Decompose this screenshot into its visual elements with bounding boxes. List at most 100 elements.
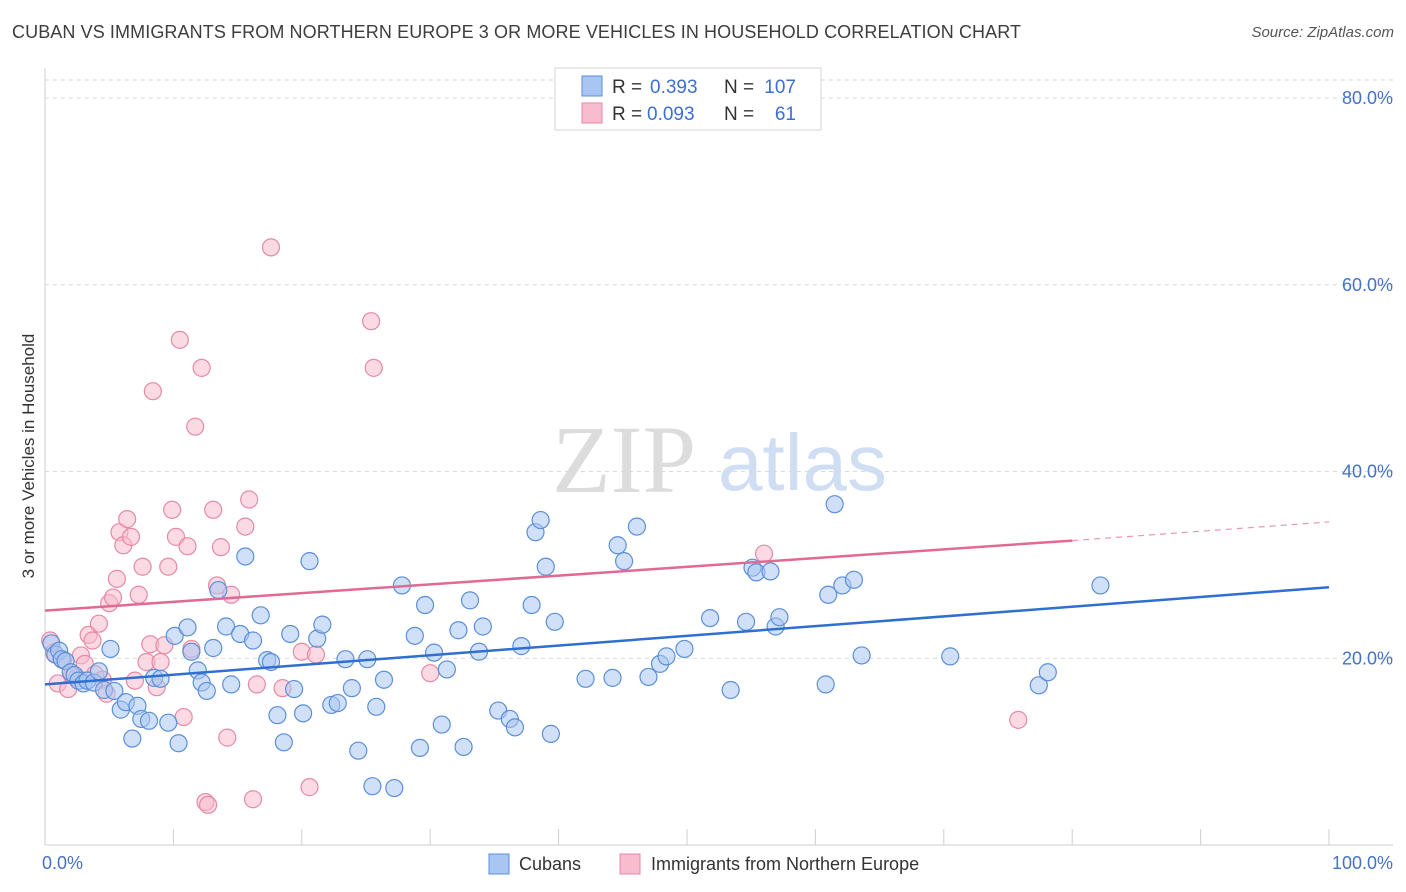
- cubans-point-104: [941, 647, 960, 666]
- cubans-point-88: [657, 647, 676, 666]
- legend-n-value-2: 61: [775, 104, 796, 125]
- cubans-point-83: [608, 536, 627, 555]
- cubans-point-22: [151, 669, 170, 688]
- cubans-point-80: [545, 612, 564, 631]
- cubans-point-13: [101, 639, 120, 659]
- cubans-point-84: [614, 552, 634, 571]
- cubans-point-24: [165, 626, 184, 645]
- cubans-point-78: [536, 557, 555, 576]
- cubans-point-90: [701, 608, 720, 628]
- y-tick-label-20: 20.0%: [1342, 648, 1393, 668]
- cubans-point-107: [1091, 576, 1110, 595]
- cubans-point-66: [449, 621, 468, 640]
- northern-europe-point-45: [218, 728, 237, 747]
- cubans-point-89: [675, 639, 694, 659]
- legend-n-label-1: N =: [724, 77, 754, 98]
- correlation-legend: R = 0.393 N = 107 R = 0.093 N = 61: [554, 67, 822, 131]
- cubans-point-58: [385, 778, 404, 798]
- legend-r-label-1: R =: [612, 77, 642, 98]
- cubans-point-52: [342, 679, 361, 698]
- northern-europe-point-22: [125, 671, 144, 690]
- cubans-point-51: [336, 650, 355, 669]
- cubans-point-77: [531, 510, 550, 530]
- northern-europe-trend-extension: [1072, 521, 1330, 542]
- northern-europe-point-12: [89, 614, 109, 633]
- northern-europe-point-44: [211, 538, 231, 557]
- northern-europe-point-60: [1009, 710, 1028, 729]
- cubans-point-14: [105, 681, 124, 701]
- y-tick-label-40: 40.0%: [1342, 462, 1393, 482]
- northern-europe-point-10: [83, 631, 102, 650]
- cubans-point-67: [454, 737, 473, 757]
- cubans-point-106: [1038, 663, 1057, 682]
- cubans-point-56: [367, 697, 386, 716]
- northern-europe-point-59: [754, 544, 774, 563]
- cubans-point-60: [405, 626, 424, 645]
- northern-europe-point-48: [240, 490, 259, 509]
- cubans-point-38: [251, 606, 270, 625]
- y-tick-label-80: 80.0%: [1342, 88, 1393, 108]
- cubans-point-48: [313, 615, 332, 634]
- bottom-legend-label-northern-europe: Immigrants from Northern Europe: [651, 854, 919, 874]
- cubans-point-30: [197, 681, 216, 701]
- chart-title: CUBAN VS IMMIGRANTS FROM NORTHERN EUROPE…: [12, 22, 1022, 42]
- series-legend: Cubans Immigrants from Northern Europe: [488, 853, 919, 875]
- watermark-atlas: atlas: [718, 418, 887, 507]
- cubans-point-92: [736, 612, 756, 631]
- cubans-point-61: [410, 738, 430, 757]
- trend-lines: [44, 521, 1330, 686]
- northern-europe-point-54: [300, 778, 319, 797]
- cubans-point-20: [139, 711, 159, 730]
- northern-europe-point-41: [198, 795, 218, 814]
- cubans-point-105: [1029, 676, 1048, 695]
- northern-europe-point-58: [421, 664, 440, 683]
- y-tick-labels: 20.0% 40.0% 60.0% 80.0%: [1342, 88, 1393, 668]
- cubans-point-37: [243, 631, 263, 650]
- cubans-point-85: [627, 517, 647, 536]
- cubans-point-64: [432, 715, 451, 734]
- cubans-point-63: [424, 643, 444, 662]
- cubans-point-100: [825, 495, 844, 514]
- northern-europe-point-42: [204, 500, 223, 519]
- cubans-trend-line: [44, 586, 1330, 686]
- northern-europe-point-27: [143, 382, 162, 401]
- cubans-point-32: [209, 580, 228, 600]
- cubans-point-45: [293, 704, 313, 723]
- northern-europe-point-21: [121, 527, 141, 546]
- y-axis-label: 3 or more Vehicles in Household: [19, 334, 38, 579]
- northern-europe-point-34: [170, 330, 189, 349]
- blue-series-points: [42, 495, 1110, 798]
- northern-europe-point-17: [107, 569, 127, 588]
- gridlines: [45, 79, 1393, 659]
- cubans-point-91: [721, 680, 740, 700]
- legend-r-value-2: 0.093: [647, 104, 695, 125]
- cubans-point-36: [236, 547, 255, 566]
- cubans-point-102: [844, 570, 864, 589]
- cubans-point-53: [349, 741, 368, 760]
- northern-europe-point-57: [364, 358, 383, 377]
- legend-swatch-blue: [581, 75, 603, 97]
- watermark-zip: ZIP: [552, 406, 696, 513]
- cubans-point-75: [522, 595, 541, 615]
- northern-europe-point-31: [159, 557, 178, 576]
- northern-europe-point-23: [129, 585, 148, 604]
- northern-europe-point-55: [306, 645, 326, 664]
- northern-europe-point-24: [133, 557, 152, 576]
- source-label: Source: ZipAtlas.com: [1251, 24, 1394, 41]
- northern-europe-point-36: [178, 537, 197, 556]
- cubans-point-62: [415, 595, 435, 615]
- northern-europe-point-47: [236, 517, 255, 536]
- cubans-point-79: [541, 724, 560, 743]
- northern-europe-point-51: [261, 238, 281, 257]
- x-tick-label-max: 100.0%: [1332, 853, 1393, 873]
- cubans-point-82: [603, 668, 622, 687]
- cubans-point-42: [274, 733, 293, 752]
- cubans-point-27: [182, 642, 201, 661]
- cubans-point-50: [328, 693, 347, 713]
- cubans-point-68: [460, 591, 480, 610]
- northern-europe-point-16: [103, 588, 123, 607]
- legend-r-label-2: R =: [612, 104, 642, 125]
- cubans-point-46: [300, 552, 319, 571]
- northern-europe-point-50: [247, 675, 266, 694]
